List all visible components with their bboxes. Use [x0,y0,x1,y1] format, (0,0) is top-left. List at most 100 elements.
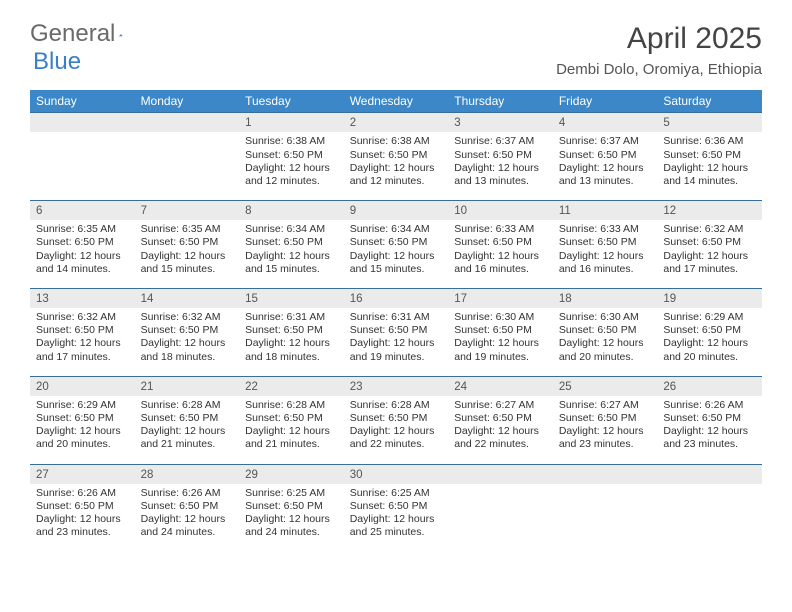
daylight-text: Daylight: 12 hours and 20 minutes. [559,337,652,363]
weekday-header: Sunday [30,90,135,113]
sunrise-text: Sunrise: 6:30 AM [454,311,547,324]
daylight-text: Daylight: 12 hours and 15 minutes. [245,250,338,276]
logo-text-2: Blue [33,48,81,75]
day-number-row: 12345 [30,113,762,133]
day-detail-row: Sunrise: 6:32 AMSunset: 6:50 PMDaylight:… [30,308,762,376]
weekday-header: Friday [553,90,658,113]
daylight-text: Daylight: 12 hours and 21 minutes. [141,425,234,451]
day-number-cell: 18 [553,288,658,308]
day-number-cell: 2 [344,113,449,133]
day-number-cell: 13 [30,288,135,308]
day-number-cell: 8 [239,200,344,220]
day-detail-cell: Sunrise: 6:35 AMSunset: 6:50 PMDaylight:… [30,220,135,288]
daylight-text: Daylight: 12 hours and 23 minutes. [36,513,129,539]
day-detail-cell: Sunrise: 6:25 AMSunset: 6:50 PMDaylight:… [344,484,449,552]
day-detail-cell: Sunrise: 6:38 AMSunset: 6:50 PMDaylight:… [239,132,344,200]
day-detail-row: Sunrise: 6:29 AMSunset: 6:50 PMDaylight:… [30,396,762,464]
sunset-text: Sunset: 6:50 PM [454,149,547,162]
day-number-cell: 21 [135,376,240,396]
logo-text-2-wrap: Blue [33,50,81,74]
day-number-cell: 7 [135,200,240,220]
day-number-cell: 29 [239,464,344,484]
sunset-text: Sunset: 6:50 PM [36,412,129,425]
logo-text-1: General [30,22,115,46]
day-detail-cell: Sunrise: 6:34 AMSunset: 6:50 PMDaylight:… [344,220,449,288]
day-detail-cell: Sunrise: 6:27 AMSunset: 6:50 PMDaylight:… [448,396,553,464]
day-number-cell: 23 [344,376,449,396]
day-detail-cell [135,132,240,200]
day-detail-cell: Sunrise: 6:27 AMSunset: 6:50 PMDaylight:… [553,396,658,464]
daylight-text: Daylight: 12 hours and 13 minutes. [454,162,547,188]
sunrise-text: Sunrise: 6:32 AM [36,311,129,324]
day-number-cell: 10 [448,200,553,220]
sunset-text: Sunset: 6:50 PM [663,412,756,425]
daylight-text: Daylight: 12 hours and 23 minutes. [663,425,756,451]
day-detail-cell: Sunrise: 6:30 AMSunset: 6:50 PMDaylight:… [553,308,658,376]
day-number-cell: 19 [657,288,762,308]
sunset-text: Sunset: 6:50 PM [559,236,652,249]
month-title: April 2025 [556,22,762,55]
sunrise-text: Sunrise: 6:35 AM [141,223,234,236]
day-number-cell: 15 [239,288,344,308]
sunrise-text: Sunrise: 6:25 AM [350,487,443,500]
day-number-cell: 16 [344,288,449,308]
weekday-header: Monday [135,90,240,113]
day-number-row: 27282930 [30,464,762,484]
sunset-text: Sunset: 6:50 PM [663,149,756,162]
sunrise-text: Sunrise: 6:37 AM [454,135,547,148]
day-detail-cell: Sunrise: 6:32 AMSunset: 6:50 PMDaylight:… [30,308,135,376]
sunset-text: Sunset: 6:50 PM [350,149,443,162]
weekday-header: Saturday [657,90,762,113]
day-detail-cell: Sunrise: 6:32 AMSunset: 6:50 PMDaylight:… [135,308,240,376]
day-number-cell: 1 [239,113,344,133]
sunset-text: Sunset: 6:50 PM [350,324,443,337]
logo-sail-icon [119,27,123,43]
sunrise-text: Sunrise: 6:38 AM [350,135,443,148]
day-detail-cell: Sunrise: 6:32 AMSunset: 6:50 PMDaylight:… [657,220,762,288]
page-header: General April 2025 Dembi Dolo, Oromiya, … [0,0,792,90]
sunrise-text: Sunrise: 6:27 AM [559,399,652,412]
daylight-text: Daylight: 12 hours and 13 minutes. [559,162,652,188]
daylight-text: Daylight: 12 hours and 15 minutes. [350,250,443,276]
sunset-text: Sunset: 6:50 PM [245,149,338,162]
title-block: April 2025 Dembi Dolo, Oromiya, Ethiopia [556,22,762,78]
daylight-text: Daylight: 12 hours and 20 minutes. [663,337,756,363]
sunrise-text: Sunrise: 6:32 AM [141,311,234,324]
day-number-cell [657,464,762,484]
day-detail-cell [553,484,658,552]
sunrise-text: Sunrise: 6:34 AM [350,223,443,236]
sunrise-text: Sunrise: 6:32 AM [663,223,756,236]
sunrise-text: Sunrise: 6:28 AM [350,399,443,412]
day-number-cell: 4 [553,113,658,133]
calendar-table: SundayMondayTuesdayWednesdayThursdayFrid… [30,90,762,552]
sunset-text: Sunset: 6:50 PM [141,236,234,249]
day-number-cell: 22 [239,376,344,396]
sunrise-text: Sunrise: 6:34 AM [245,223,338,236]
sunset-text: Sunset: 6:50 PM [141,412,234,425]
day-number-row: 20212223242526 [30,376,762,396]
sunset-text: Sunset: 6:50 PM [350,500,443,513]
sunrise-text: Sunrise: 6:33 AM [559,223,652,236]
sunrise-text: Sunrise: 6:36 AM [663,135,756,148]
sunrise-text: Sunrise: 6:29 AM [36,399,129,412]
daylight-text: Daylight: 12 hours and 16 minutes. [559,250,652,276]
sunset-text: Sunset: 6:50 PM [454,324,547,337]
day-number-cell: 17 [448,288,553,308]
sunset-text: Sunset: 6:50 PM [141,500,234,513]
weekday-header: Thursday [448,90,553,113]
day-number-cell: 12 [657,200,762,220]
daylight-text: Daylight: 12 hours and 17 minutes. [663,250,756,276]
sunset-text: Sunset: 6:50 PM [36,324,129,337]
day-number-row: 13141516171819 [30,288,762,308]
day-detail-cell: Sunrise: 6:26 AMSunset: 6:50 PMDaylight:… [30,484,135,552]
day-number-cell: 5 [657,113,762,133]
day-number-cell: 28 [135,464,240,484]
day-number-cell: 27 [30,464,135,484]
daylight-text: Daylight: 12 hours and 16 minutes. [454,250,547,276]
daylight-text: Daylight: 12 hours and 17 minutes. [36,337,129,363]
sunset-text: Sunset: 6:50 PM [559,324,652,337]
day-number-cell: 30 [344,464,449,484]
sunset-text: Sunset: 6:50 PM [36,500,129,513]
sunset-text: Sunset: 6:50 PM [350,412,443,425]
sunrise-text: Sunrise: 6:38 AM [245,135,338,148]
